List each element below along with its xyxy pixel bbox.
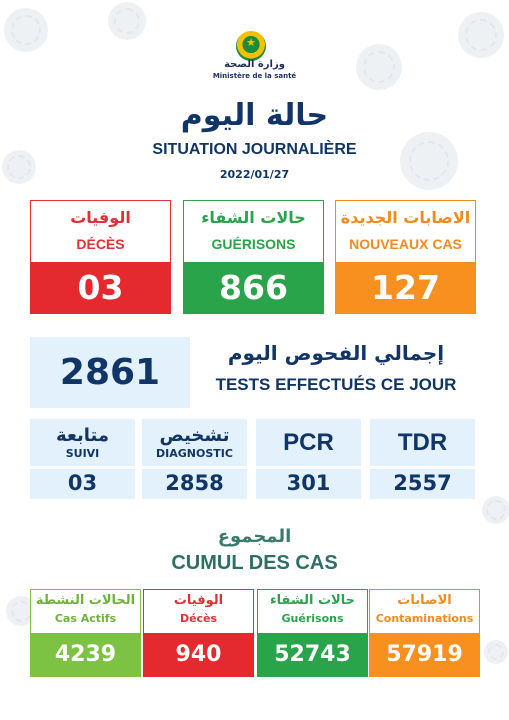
pcr-card: PCR 301: [256, 419, 361, 499]
tests-label-fr: TESTS EFFECTUÉS CE JOUR: [215, 375, 457, 394]
card-divider: [256, 466, 361, 469]
tests-label-ar: إجمالي الفحوص اليوم: [227, 341, 445, 365]
background-virus-icon: [482, 496, 509, 524]
tdr-label: TDR: [397, 429, 448, 456]
cumul-deces-value: 940: [143, 633, 254, 677]
cumul-actifs-label-ar: الحالات النشطة: [35, 593, 136, 608]
ministry-name-fr: Ministère de la santé: [212, 72, 297, 80]
suivi-card: متابعة SUIVI 03: [30, 419, 135, 499]
tdr-value: 2557: [393, 471, 452, 495]
cumul-guerisons-label-ar: حالات الشفاء: [270, 593, 355, 608]
background-virus-icon: [400, 132, 458, 190]
daily-deces-label-ar: الوفيات: [70, 208, 131, 227]
background-virus-icon: [2, 150, 36, 184]
page-title-ar: حالة اليوم: [180, 98, 329, 133]
cumul-contaminations-label-fr: Contaminations: [375, 612, 474, 625]
card-divider: [142, 466, 247, 469]
cumul-actifs-card: الحالات النشطة Cas Actifs 4239: [30, 589, 141, 677]
tdr-card: TDR 2557: [370, 419, 475, 499]
cumul-actifs-value: 4239: [30, 633, 141, 677]
diagnostic-label-fr: DIAGNOSTIC: [156, 447, 233, 460]
background-virus-icon: [458, 12, 504, 58]
daily-guerisons-value: 866: [183, 262, 324, 314]
cumul-contaminations-card: الاصابات Contaminations 57919: [369, 589, 480, 677]
diagnostic-value: 2858: [165, 471, 224, 495]
suivi-value: 03: [67, 471, 98, 495]
daily-nouveaux-value: 127: [335, 262, 476, 314]
cumul-guerisons-label-fr: Guérisons: [281, 612, 344, 625]
background-virus-icon: [108, 2, 146, 40]
background-virus-icon: [4, 8, 48, 52]
daily-guerisons-card: حالات الشفاء GUÉRISONS 866: [183, 200, 324, 314]
daily-guerisons-label-ar: حالات الشفاء: [201, 208, 306, 227]
diagnostic-label-ar: تشخيص: [159, 425, 230, 446]
pcr-label: PCR: [283, 429, 334, 456]
daily-deces-card: الوفيات DÉCÈS 03: [30, 200, 171, 314]
background-virus-icon: [356, 44, 402, 90]
cumul-deces-label-fr: Décès: [179, 612, 218, 625]
daily-nouveaux-label-ar: الاصابات الجديدة: [340, 208, 471, 227]
card-divider: [370, 466, 475, 469]
ministry-seal-icon: ★: [236, 31, 266, 61]
daily-deces-label-fr: DÉCÈS: [76, 236, 125, 252]
pcr-value: 301: [286, 471, 331, 495]
daily-deces-value: 03: [30, 262, 171, 314]
cumul-deces-label-ar: الوفيات: [173, 593, 224, 608]
cumul-title-fr: CUMUL DES CAS: [171, 552, 338, 574]
suivi-label-fr: SUIVI: [65, 447, 100, 460]
cumul-title-ar: المجموع: [217, 526, 292, 547]
cumul-deces-card: الوفيات Décès 940: [143, 589, 254, 677]
daily-nouveaux-card: الاصابات الجديدة NOUVEAUX CAS 127: [335, 200, 476, 314]
cumul-contaminations-label-ar: الاصابات: [397, 593, 452, 608]
ministry-name-ar: وزارة الصحة: [224, 59, 285, 70]
tests-total-value: 2861: [30, 337, 190, 408]
daily-guerisons-label-fr: GUÉRISONS: [211, 236, 296, 252]
report-date: 2022/01/27: [219, 168, 290, 181]
cumul-guerisons-card: حالات الشفاء Guérisons 52743: [257, 589, 368, 677]
cumul-contaminations-value: 57919: [369, 633, 480, 677]
diagnostic-card: تشخيص DIAGNOSTIC 2858: [142, 419, 247, 499]
cumul-guerisons-value: 52743: [257, 633, 368, 677]
suivi-label-ar: متابعة: [55, 425, 110, 446]
daily-nouveaux-label-fr: NOUVEAUX CAS: [349, 236, 462, 252]
cumul-actifs-label-fr: Cas Actifs: [54, 612, 117, 625]
page-title-fr: SITUATION JOURNALIÈRE: [152, 141, 357, 158]
card-divider: [30, 466, 135, 469]
background-virus-icon: [484, 640, 508, 664]
